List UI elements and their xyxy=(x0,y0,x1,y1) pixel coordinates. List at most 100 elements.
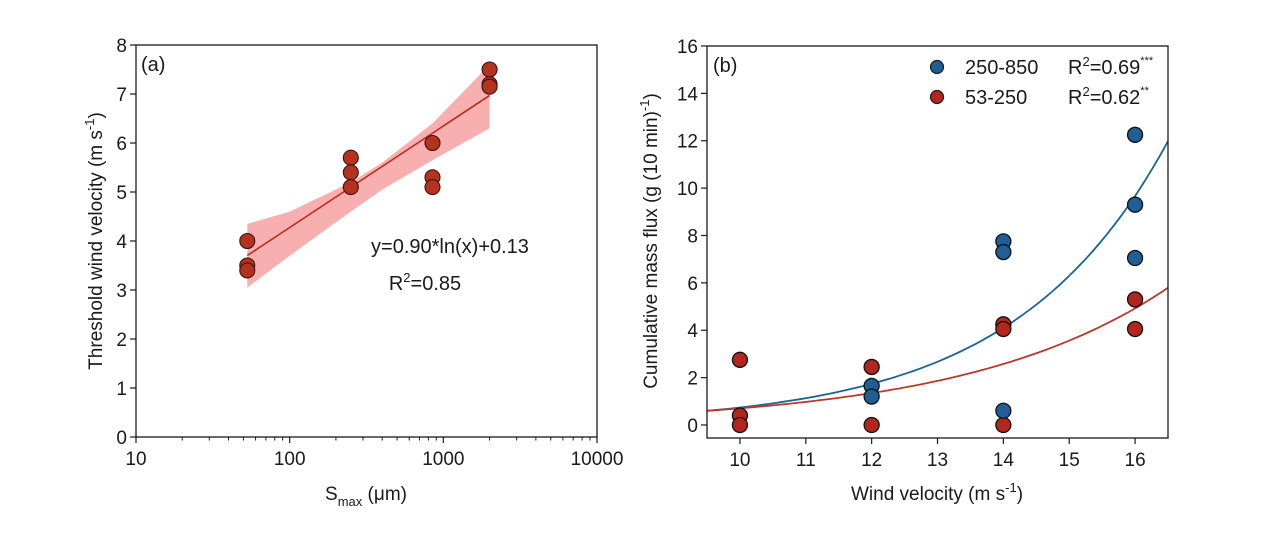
data-point-53-250 xyxy=(995,320,1012,338)
legend-r-label: R xyxy=(1068,87,1082,109)
legend-label-53-250: 53-250 xyxy=(965,87,1027,109)
data-point xyxy=(342,149,359,166)
y-axis-title: Threshold wind velocity (m s-1) xyxy=(82,112,107,370)
r-label: R xyxy=(389,273,403,295)
x-axis-title: Smax (μm) xyxy=(325,484,407,509)
data-points xyxy=(239,61,498,279)
legend-r-superscript: 2 xyxy=(1082,54,1089,69)
x-tick-label: 10000 xyxy=(571,449,624,470)
y-tick-label: 7 xyxy=(116,85,127,106)
x-tick-label: 10 xyxy=(729,450,750,471)
y-tick-label: 0 xyxy=(687,416,698,437)
r-superscript: 2 xyxy=(403,270,410,285)
data-point xyxy=(424,179,441,196)
data-point-53-250 xyxy=(863,358,880,376)
y-tick-label: 8 xyxy=(116,36,127,57)
x-tick-label: 11 xyxy=(796,450,816,471)
data-point xyxy=(342,164,359,181)
data-point xyxy=(424,134,441,152)
legend-r-value: =0.62 xyxy=(1090,87,1141,109)
legend-marker-250-850 xyxy=(929,59,945,75)
data-point-250-850 xyxy=(1126,126,1144,143)
y-tick-label: 3 xyxy=(116,281,127,302)
y-title-main: Threshold wind velocity (m s xyxy=(86,130,107,370)
x-title-main: S xyxy=(325,484,338,505)
data-point xyxy=(239,262,256,279)
legend-significance: ** xyxy=(1140,85,1149,97)
panel-label-a: (a) xyxy=(141,54,165,76)
legend-r-value: =0.69 xyxy=(1090,57,1141,79)
x-tick-label: 12 xyxy=(861,450,882,471)
y-tick-label: 4 xyxy=(687,321,698,342)
x-tick-label: 1000 xyxy=(422,449,464,470)
data-point xyxy=(481,78,498,95)
y-title-end: ) xyxy=(641,93,662,99)
x-title-main: Wind velocity (m s xyxy=(851,484,1005,505)
x-tick-label: 16 xyxy=(1125,450,1146,471)
fit-curve-53-250 xyxy=(706,287,1169,412)
regression-line xyxy=(246,94,491,257)
y-tick-label: 1 xyxy=(116,379,127,400)
legend: 250-850 R2=0.69*** 53-250 R2=0.62** xyxy=(929,54,1154,109)
legend-marker-53-250 xyxy=(929,89,945,105)
data-point xyxy=(239,232,256,250)
data-point-250-850 xyxy=(1126,249,1144,267)
data-points xyxy=(731,126,1144,434)
x-axis-ticks: 10 11 12 13 14 15 16 xyxy=(729,438,1146,471)
data-point-250-850 xyxy=(995,402,1012,419)
x-title-subscript: max xyxy=(338,494,363,509)
y-tick-label: 12 xyxy=(677,132,698,153)
y-tick-label: 10 xyxy=(677,179,698,200)
y-tick-label: 4 xyxy=(116,232,127,253)
y-tick-label: 14 xyxy=(677,84,699,105)
data-point xyxy=(342,179,359,196)
y-tick-label: 2 xyxy=(687,369,698,390)
data-point-53-250 xyxy=(863,416,880,434)
x-tick-label: 10 xyxy=(125,449,146,470)
r-squared-annotation: R2=0.85 xyxy=(389,270,461,295)
x-tick-label: 100 xyxy=(274,449,306,470)
data-point-53-250 xyxy=(731,351,749,368)
y-axis-ticks: 0 1 2 3 4 5 6 7 8 xyxy=(116,36,136,449)
y-tick-label: 6 xyxy=(687,274,698,295)
x-axis-title: Wind velocity (m s-1) xyxy=(851,480,1023,505)
r-value: =0.85 xyxy=(411,273,462,295)
x-tick-label: 13 xyxy=(927,450,948,471)
y-title-superscript: -1 xyxy=(637,100,652,112)
x-tick-label: 15 xyxy=(1059,450,1080,471)
y-tick-label: 8 xyxy=(687,226,698,247)
data-point-53-250 xyxy=(1126,291,1144,308)
legend-r2-250-850: R2=0.69*** xyxy=(1068,54,1154,79)
legend-label-250-850: 250-850 xyxy=(965,57,1038,79)
x-axis-ticks: 10 100 1000 10000 xyxy=(125,437,623,470)
panel-b: 10 11 12 13 14 15 16 0 2 4 6 8 10 12 14 16 (b) 250-850… xyxy=(637,37,1169,505)
data-point-53-250 xyxy=(995,416,1012,434)
data-point-250-850 xyxy=(995,243,1012,261)
y-tick-label: 0 xyxy=(116,428,127,449)
data-point-53-250 xyxy=(731,416,749,434)
legend-r-label: R xyxy=(1068,57,1082,79)
data-point-250-850 xyxy=(863,388,880,405)
y-tick-label: 2 xyxy=(116,330,127,351)
x-title-end: ) xyxy=(1017,484,1023,505)
data-point xyxy=(481,61,498,78)
fit-curve-250-850 xyxy=(706,140,1169,412)
panel-label-b: (b) xyxy=(713,55,737,77)
legend-r-superscript: 2 xyxy=(1082,84,1089,99)
y-title-end: ) xyxy=(86,112,107,118)
fit-line xyxy=(246,94,491,257)
data-point-53-250 xyxy=(1126,320,1144,338)
y-axis-ticks: 0 2 4 6 8 10 12 14 16 xyxy=(677,37,707,437)
x-title-superscript: -1 xyxy=(1005,480,1017,495)
x-tick-label: 14 xyxy=(993,450,1015,471)
legend-r2-53-250: R2=0.62** xyxy=(1068,84,1150,109)
y-tick-label: 16 xyxy=(677,37,698,58)
data-point-250-850 xyxy=(1126,196,1144,213)
y-axis-title: Cumulative mass flux (g (10 min)-1) xyxy=(637,93,662,389)
y-title-main: Cumulative mass flux (g (10 min) xyxy=(641,111,662,389)
panel-a: 10 100 1000 10000 0 1 2 3 4 5 6 7 8 (a) y=0.90*ln(x… xyxy=(82,36,623,509)
y-tick-label: 5 xyxy=(116,183,127,204)
fit-equation: y=0.90*ln(x)+0.13 xyxy=(371,236,529,258)
fit-lines xyxy=(706,140,1169,412)
